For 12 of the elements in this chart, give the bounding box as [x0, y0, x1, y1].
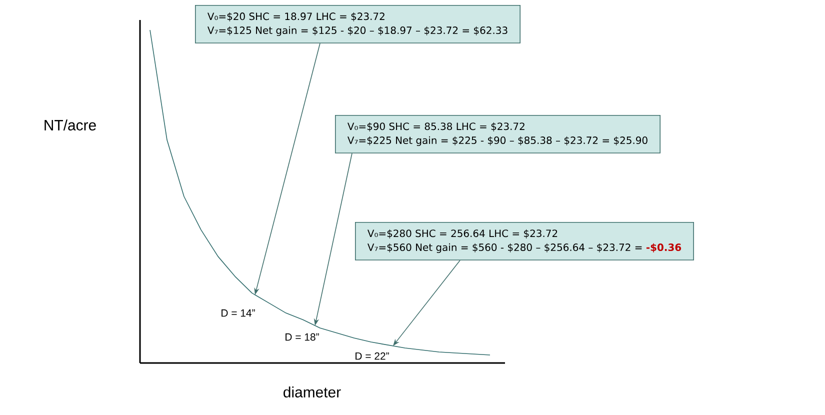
y-axis-title: NT/acre	[44, 120, 96, 130]
annotation: V₇=$225 Net gain = $225 - $90 – $85.38 – $23.72 = $25.90	[347, 136, 648, 146]
annotation: V₇=$125 Net gain = $125 - $20 – $18.97 – $23.72 = $62.33	[207, 26, 508, 36]
annotation: V₇=$560 Net gain = $560 - $280 – $256.64 – $23.72 =	[367, 243, 642, 253]
annotation: D = 14”	[222, 309, 255, 317]
annotation: V₀=$90 SHC = 85.38 LHC = $23.72	[347, 122, 524, 132]
text: V₀=$20 SHC = 18.97 LHC = $23.72	[207, 12, 384, 22]
x-axis-title: diameter	[284, 386, 341, 398]
text: -$0.36	[646, 243, 682, 252]
annotation: D = 18”	[286, 333, 319, 341]
annotation: V₀=$280 SHC = 256.64 LHC = $23.72	[367, 229, 558, 238]
annotation: D = 22”	[356, 352, 389, 360]
